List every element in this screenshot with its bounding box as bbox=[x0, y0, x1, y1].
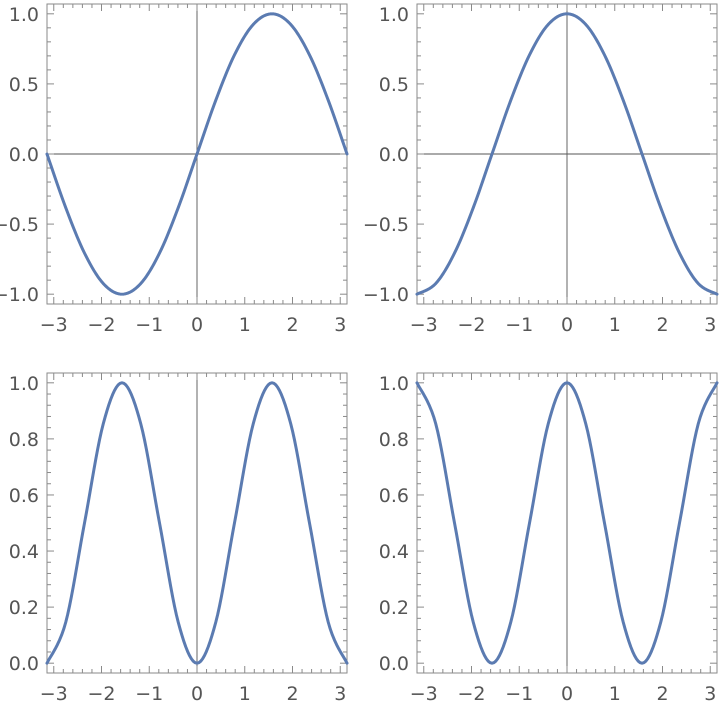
x-tick-label: 2 bbox=[656, 683, 668, 704]
x-tick-label: 0 bbox=[191, 683, 203, 704]
x-tick-label: 3 bbox=[334, 683, 346, 704]
x-tick-label: 0 bbox=[561, 683, 573, 704]
x-tick-label: −1 bbox=[135, 314, 163, 336]
x-tick-label: 2 bbox=[656, 314, 668, 336]
x-tick-label: 3 bbox=[334, 314, 346, 336]
x-tick-label: 1 bbox=[609, 683, 621, 704]
x-tick-label: 3 bbox=[704, 683, 716, 704]
y-tick-label: −0.5 bbox=[363, 214, 409, 236]
y-tick-label: 0.5 bbox=[9, 74, 39, 96]
x-tick-label: 3 bbox=[704, 314, 716, 336]
series-line-0 bbox=[45, 12, 349, 296]
x-tick-label: 1 bbox=[609, 314, 621, 336]
y-tick-label: 0.8 bbox=[9, 429, 39, 451]
y-tick-label: 0.0 bbox=[379, 144, 409, 166]
x-tick-label: 2 bbox=[286, 683, 298, 704]
y-tick-label: −0.5 bbox=[0, 214, 39, 236]
y-tick-label: 0.2 bbox=[379, 597, 409, 619]
x-tick-label: 1 bbox=[239, 314, 251, 336]
x-tick-label: −1 bbox=[505, 683, 533, 704]
y-tick-label: 0.4 bbox=[379, 541, 409, 563]
y-tick-label: 1.0 bbox=[9, 373, 39, 395]
series-line-0 bbox=[415, 12, 719, 296]
x-tick-label: −2 bbox=[87, 314, 115, 336]
y-tick-label: 0.0 bbox=[379, 653, 409, 675]
y-tick-label: 0.0 bbox=[9, 144, 39, 166]
y-tick-label: −1.0 bbox=[363, 284, 409, 306]
panel-top-right: −3 −2 −1 0 1 2 3 −1.0 −0.5 0.0 0.5 1.0 bbox=[363, 3, 719, 336]
y-tick-label: 0.6 bbox=[9, 485, 39, 507]
x-tick-label: −2 bbox=[457, 314, 485, 336]
series-line-0 bbox=[45, 381, 349, 665]
y-tick-label: 0.0 bbox=[9, 653, 39, 675]
x-tick-label: −2 bbox=[87, 683, 115, 704]
x-tick-label: −1 bbox=[505, 314, 533, 336]
x-tick-label: −3 bbox=[410, 683, 438, 704]
x-tick-label: −3 bbox=[410, 314, 438, 336]
y-tick-label: 1.0 bbox=[379, 373, 409, 395]
panel-bottom-left: −3 −2 −1 0 1 2 3 0.0 0.2 0.4 0.6 0.8 1.0 bbox=[9, 372, 349, 704]
x-tick-label: 0 bbox=[561, 314, 573, 336]
y-tick-label: 0.8 bbox=[379, 429, 409, 451]
series-line-0 bbox=[415, 381, 719, 665]
y-tick-label: 0.4 bbox=[9, 541, 39, 563]
x-tick-label: 2 bbox=[286, 314, 298, 336]
y-tick-label: 1.0 bbox=[379, 4, 409, 26]
x-tick-label: −1 bbox=[135, 683, 163, 704]
x-tick-label: 1 bbox=[239, 683, 251, 704]
y-tick-label: 0.6 bbox=[379, 485, 409, 507]
y-tick-label: 1.0 bbox=[9, 4, 39, 26]
y-tick-label: −1.0 bbox=[0, 284, 39, 306]
x-tick-label: −2 bbox=[457, 683, 485, 704]
x-tick-label: −3 bbox=[40, 683, 68, 704]
panel-bottom-right: −3 −2 −1 0 1 2 3 0.0 0.2 0.4 0.6 0.8 1.0 bbox=[379, 372, 719, 704]
x-tick-label: −3 bbox=[40, 314, 68, 336]
panel-top-left: −3 −2 −1 0 1 2 3 −1.0 −0.5 0.0 0.5 1.0 bbox=[0, 3, 349, 336]
y-tick-label: 0.5 bbox=[379, 74, 409, 96]
y-tick-label: 0.2 bbox=[9, 597, 39, 619]
x-tick-label: 0 bbox=[191, 314, 203, 336]
